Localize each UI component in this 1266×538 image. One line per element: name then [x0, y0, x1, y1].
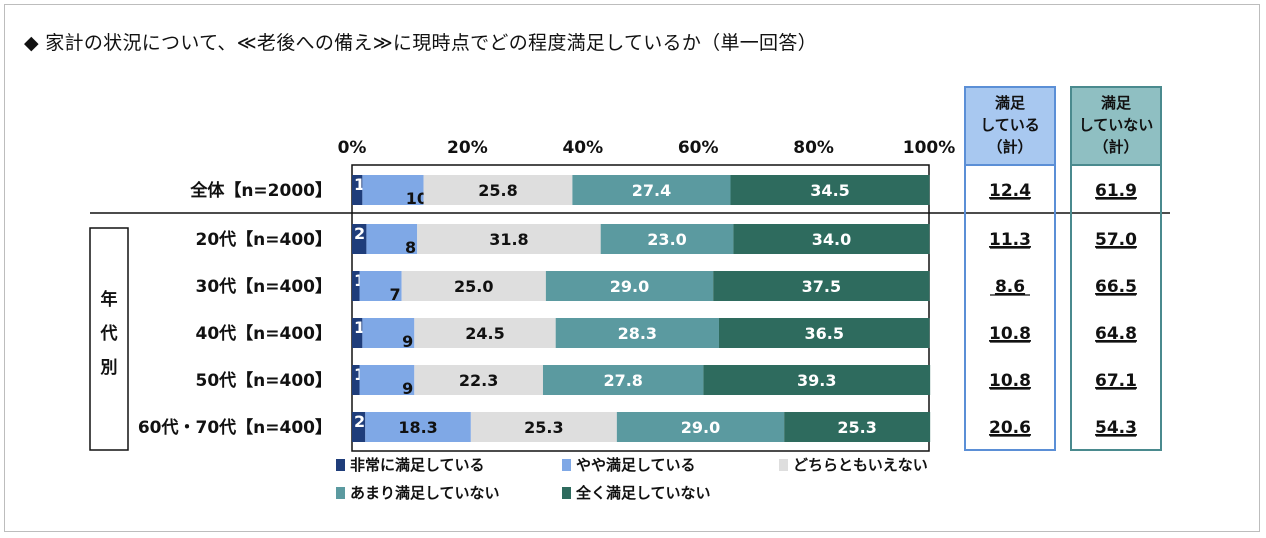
data-label: 39.3 — [797, 371, 836, 390]
summary-value: 54.3 — [1095, 418, 1137, 438]
legend-label: 全く満足していない — [575, 484, 711, 502]
data-label: 27.4 — [632, 181, 671, 200]
data-label: 29.0 — [610, 277, 649, 296]
bar-segment — [784, 412, 931, 442]
data-label: 25.8 — [478, 181, 517, 200]
bar-segment — [365, 412, 471, 442]
category-label: 50代【n=400】 — [196, 370, 333, 391]
bar-segment — [401, 271, 546, 301]
legend-label: あまり満足していない — [350, 484, 500, 502]
summary-value: 57.0 — [1095, 230, 1137, 250]
bar-segment — [730, 175, 930, 205]
bar-segment — [359, 271, 402, 301]
data-label: 25.0 — [454, 277, 493, 296]
summary-column-box — [1070, 164, 1162, 451]
summary-value: 10.8 — [989, 371, 1031, 391]
x-tick-label: 40% — [562, 138, 603, 158]
category-label: 60代・70代【n=400】 — [138, 417, 332, 438]
data-label: 24.5 — [465, 324, 504, 343]
bar-segment — [414, 318, 556, 348]
data-label: 34.0 — [812, 230, 851, 249]
data-label: 18.3 — [398, 418, 437, 437]
x-tick-label: 20% — [447, 138, 488, 158]
data-label: 29.0 — [681, 418, 720, 437]
summary-value: 67.1 — [1095, 371, 1137, 391]
legend-swatch — [336, 487, 345, 499]
summary-value: 12.4 — [989, 181, 1031, 201]
legend-label: どちらともいえない — [793, 456, 928, 474]
data-label: 37.5 — [802, 277, 841, 296]
age-group-label-char: 年 — [101, 289, 118, 310]
bar-segment — [352, 318, 363, 348]
legend-label: やや満足している — [576, 456, 696, 474]
summary-header-text: （計） — [987, 138, 1032, 156]
x-tick-label: 0% — [338, 138, 367, 158]
bar-segment — [414, 365, 543, 395]
summary-value: 66.5 — [1095, 277, 1137, 297]
bar-segment — [545, 271, 714, 301]
legend-swatch — [336, 459, 345, 471]
bar-segment — [352, 365, 360, 395]
summary-value: 10.8 — [989, 324, 1031, 344]
data-label: 28.3 — [618, 324, 657, 343]
summary-value: 64.8 — [1095, 324, 1137, 344]
bar-segment — [616, 412, 785, 442]
bar-segment — [352, 271, 360, 301]
legend-swatch — [562, 459, 571, 471]
legend-swatch — [779, 459, 788, 471]
summary-value: 20.6 — [989, 418, 1031, 438]
data-label: 27.8 — [603, 371, 642, 390]
age-group-box — [89, 227, 129, 451]
legend-label: 非常に満足している — [350, 456, 485, 474]
data-label: 36.5 — [805, 324, 844, 343]
category-label: 40代【n=400】 — [196, 323, 333, 344]
category-label: 全体【n=2000】 — [189, 180, 332, 201]
bar-segment — [718, 318, 930, 348]
data-label: 25.3 — [524, 418, 563, 437]
summary-header-text: している — [980, 116, 1040, 134]
category-label: 30代【n=400】 — [196, 276, 333, 297]
age-group-label-char: 代 — [100, 323, 118, 344]
bar-segment — [542, 365, 704, 395]
bar-segment — [572, 175, 731, 205]
data-label: 34.5 — [810, 181, 849, 200]
summary-value: 11.3 — [989, 230, 1031, 250]
summary-header-text: （計） — [1093, 138, 1138, 156]
bar-segment — [423, 175, 573, 205]
legend-swatch — [562, 487, 571, 499]
summary-column-box — [964, 164, 1056, 451]
x-tick-label: 100% — [903, 138, 956, 158]
data-label: 25.3 — [837, 418, 876, 437]
bar-segment — [352, 412, 366, 442]
plot-area-border — [351, 164, 930, 452]
bar-segment — [470, 412, 617, 442]
bar-segment — [362, 318, 415, 348]
bar-segment — [352, 175, 363, 205]
bar-segment — [366, 224, 418, 254]
summary-value: 8.6 — [995, 277, 1025, 297]
bar-segment — [417, 224, 601, 254]
summary-value: 61.9 — [1095, 181, 1137, 201]
chart-title: ◆ 家計の状況について、≪老後への備え≫に現時点でどの程度満足しているか（単一回… — [24, 32, 817, 54]
x-tick-label: 80% — [793, 138, 834, 158]
bar-segment — [555, 318, 719, 348]
bar-segment — [600, 224, 734, 254]
summary-header-text: していない — [1079, 116, 1154, 134]
category-label: 20代【n=400】 — [196, 229, 333, 250]
summary-header-text: 満足 — [995, 94, 1026, 112]
bar-segment — [733, 224, 930, 254]
age-group-label-char: 別 — [100, 358, 118, 378]
bar-segment — [703, 365, 931, 395]
data-label: 23.0 — [647, 230, 686, 249]
bar-segment — [359, 365, 415, 395]
bar-segment — [713, 271, 930, 301]
x-tick-label: 60% — [678, 138, 719, 158]
summary-header-text: 満足 — [1101, 94, 1132, 112]
data-label: 31.8 — [489, 230, 528, 249]
bar-segment — [362, 175, 424, 205]
data-label: 22.3 — [459, 371, 498, 390]
bar-segment — [352, 224, 367, 254]
